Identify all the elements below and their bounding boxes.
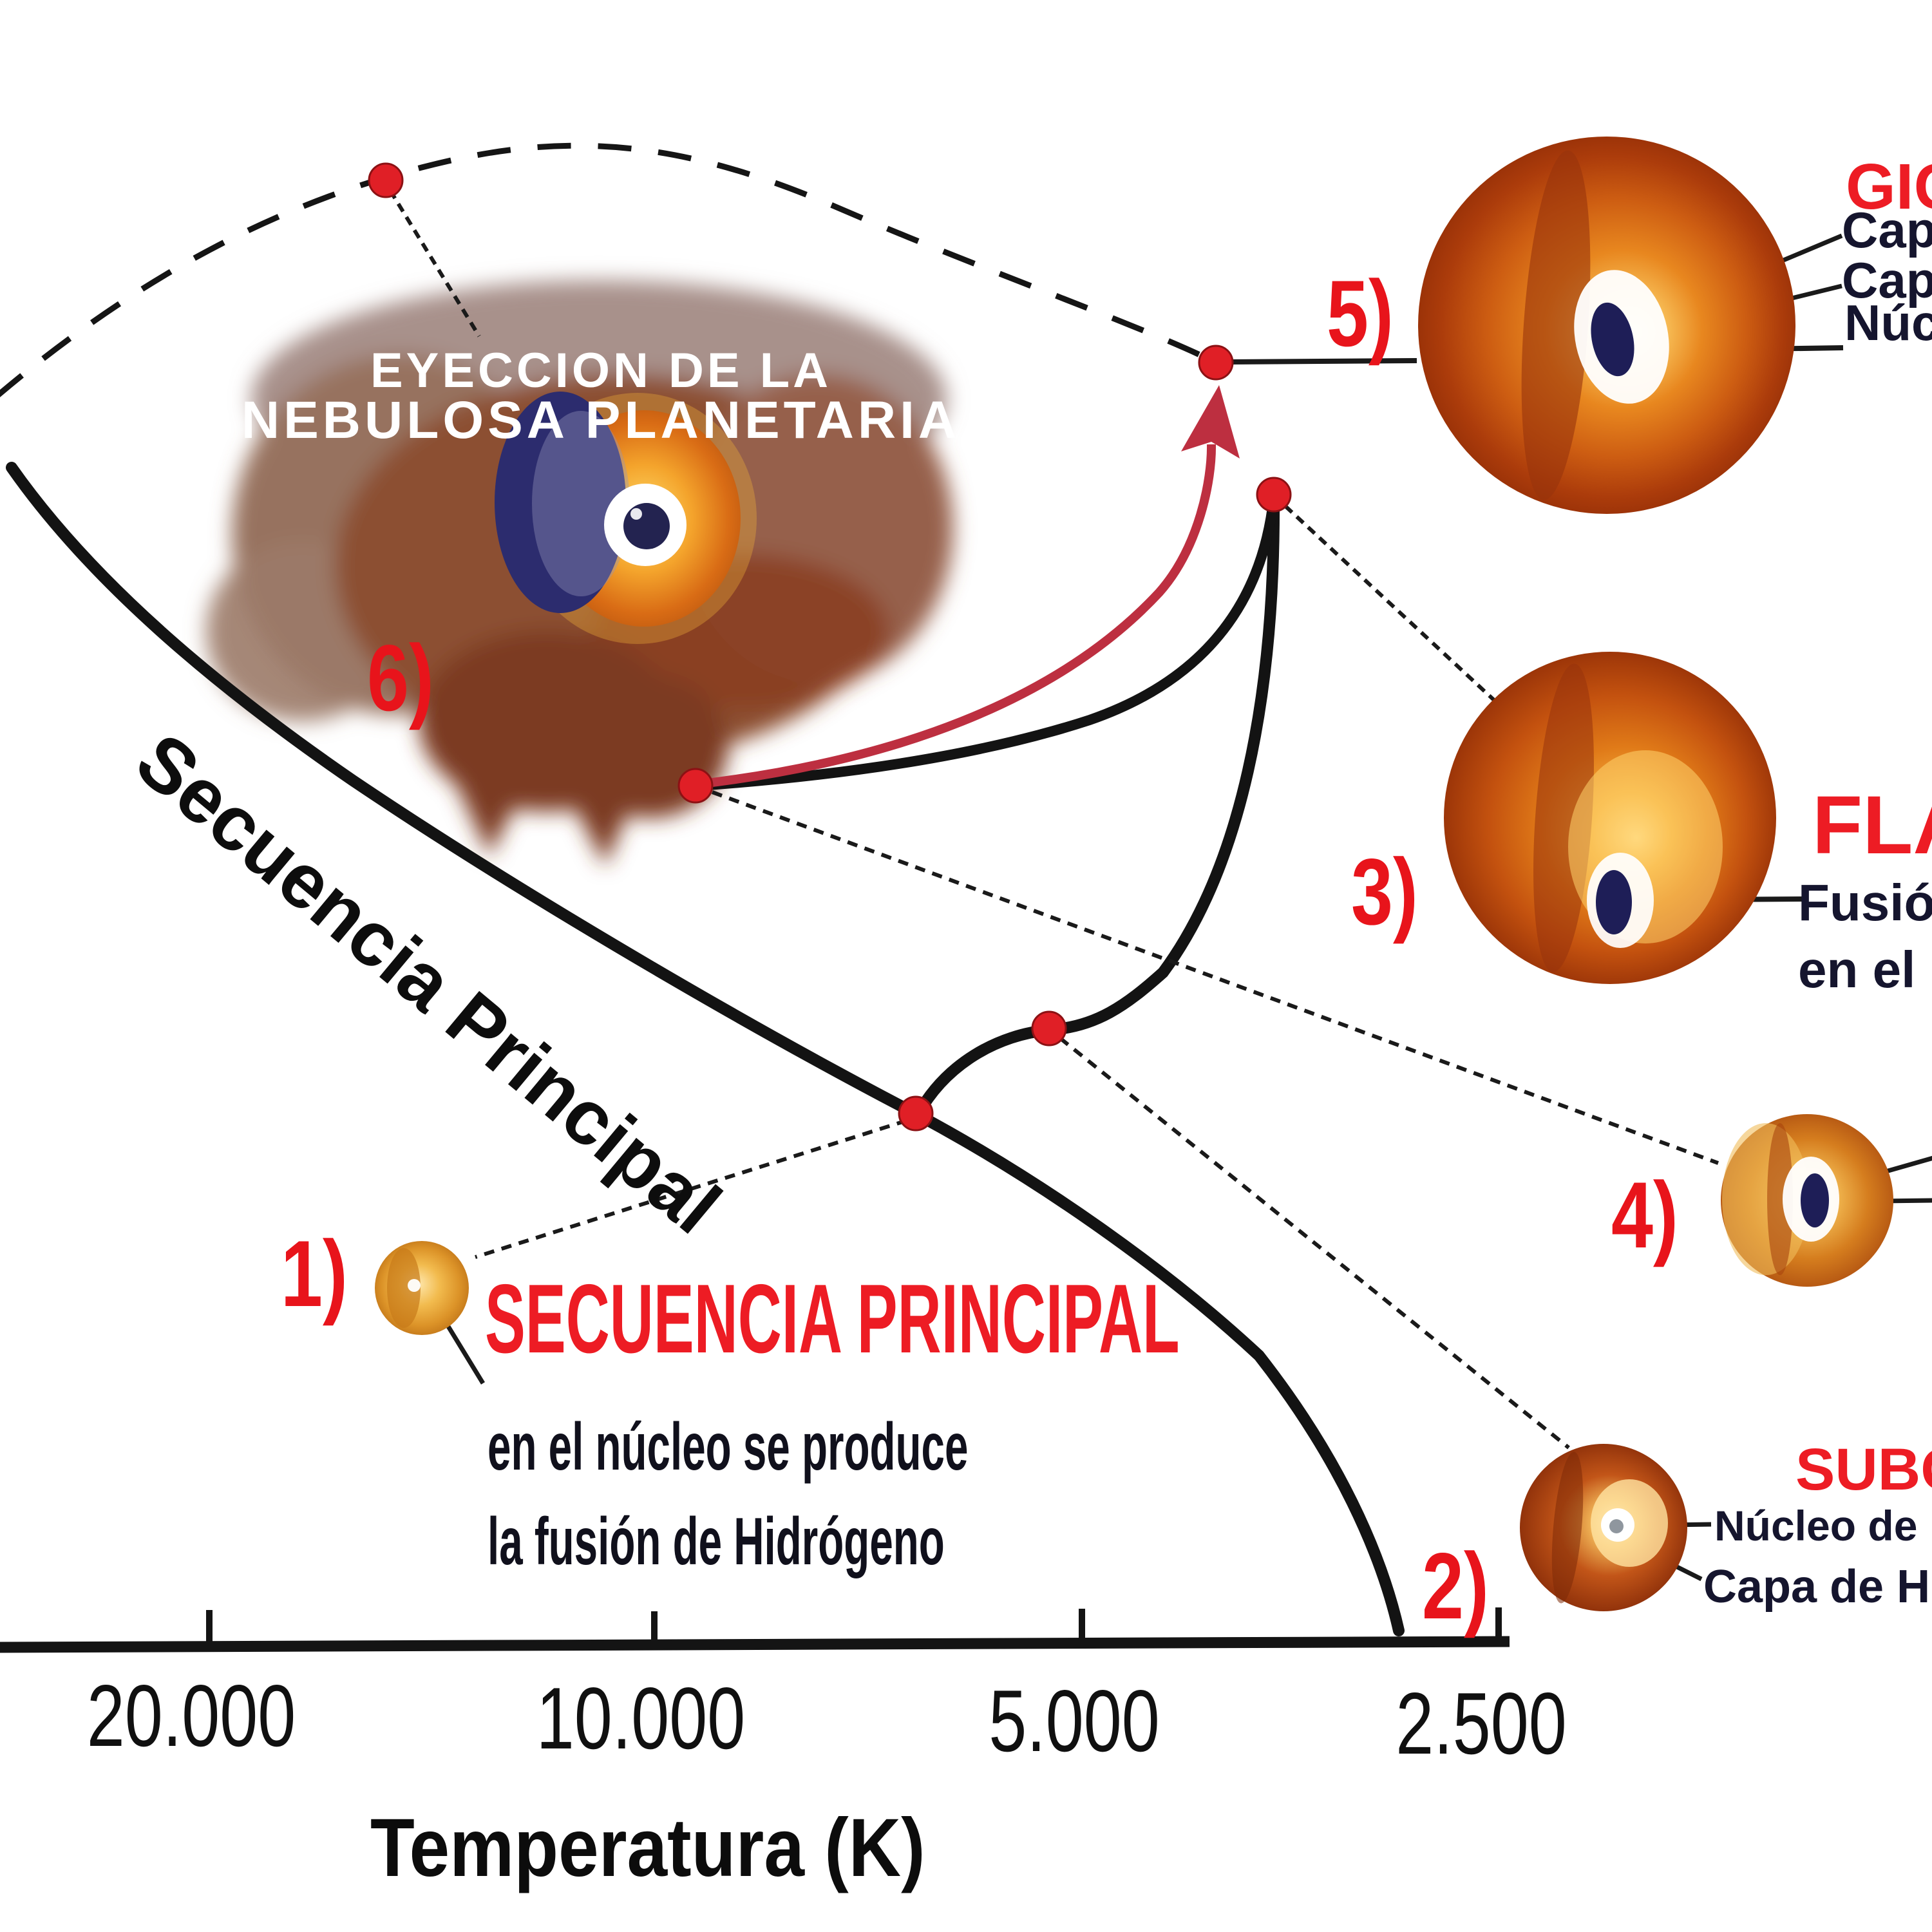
axis-tick-label-10000: 10.000	[536, 1669, 746, 1767]
stage5-label-capa2: Capa	[1842, 252, 1932, 308]
stage1-description-line1: en el núcleo se produce	[488, 1410, 969, 1484]
nebula-central-star	[495, 392, 757, 644]
main-sequence-curve	[6, 462, 1405, 1636]
dot-stage2	[1031, 1010, 1067, 1046]
nebula-caption-line1: EYECCION DE LA	[370, 343, 832, 398]
stage2-label-capa: Capa de Hid	[1703, 1561, 1932, 1613]
star2-subgiant	[1520, 1444, 1687, 1611]
star5-giant	[1418, 137, 1795, 514]
axis-tick-label-5000: 5.000	[989, 1672, 1160, 1770]
stage5-label-nucleo: Núcl	[1844, 294, 1932, 351]
stage1-number: 1)	[281, 1221, 348, 1326]
x-axis	[0, 1607, 1510, 1653]
red-evolution-arrow	[696, 385, 1240, 789]
stage2-number: 2)	[1422, 1533, 1489, 1638]
dot-stage3	[1256, 477, 1292, 513]
star4-horizontal-branch	[1721, 1114, 1893, 1287]
dot-stage4	[677, 768, 714, 804]
stage6-number: 6)	[367, 625, 434, 730]
stage3-label-fusion: Fusión	[1798, 874, 1932, 931]
x-axis-line	[0, 1636, 1510, 1653]
stage5-number: 5)	[1327, 261, 1394, 366]
dot-stage6	[368, 162, 404, 198]
stage3-title: FLAS	[1812, 779, 1932, 871]
leader-hb-dot-to-star4	[711, 790, 1719, 1165]
leader-ms-dot-to-star1	[475, 1119, 907, 1259]
leader-flash-dot-to-star3	[1283, 504, 1506, 712]
nebula-caption-line2: NEBULOSA PLANETARIA	[241, 391, 961, 450]
star1-main-sequence	[375, 1241, 469, 1335]
stage-dots	[368, 162, 1292, 1132]
horizontal-branch-curve	[694, 492, 1279, 791]
star3-red-giant	[1444, 652, 1776, 984]
leader-bump-dot-to-star2	[1059, 1036, 1570, 1450]
stage1-title: SECUENCIA PRINCIPAL	[485, 1264, 1180, 1374]
stage1-description-line2: la fusión de Hidrógeno	[488, 1504, 945, 1579]
subgiant-red-giant-branch-curve	[912, 491, 1280, 1121]
planetary-nebula-image	[206, 280, 953, 866]
stage4-number: 4)	[1611, 1162, 1678, 1267]
planetary-nebula-dashed-track	[0, 142, 1213, 397]
stage5-label-capa1: Capa	[1842, 202, 1932, 258]
stage2-label-nucleo: Núcleo de H	[1714, 1502, 1932, 1549]
dot-stage5	[1198, 345, 1234, 381]
axis-tick-label-20000: 20.000	[86, 1667, 296, 1765]
axis-tick-label-2500: 2.500	[1396, 1674, 1567, 1772]
stage5-title: GIG	[1846, 151, 1932, 223]
stage3-label-nucleo: en el nú	[1798, 941, 1932, 998]
axis-title: Temperatura (K)	[370, 1802, 925, 1894]
stage3-number: 3)	[1351, 839, 1418, 944]
leader-dot6-to-nebula	[388, 189, 481, 337]
leader-dot5-to-star5	[1231, 358, 1417, 365]
dot-stage1	[898, 1095, 934, 1132]
stage2-title: SUBG	[1795, 1437, 1932, 1502]
